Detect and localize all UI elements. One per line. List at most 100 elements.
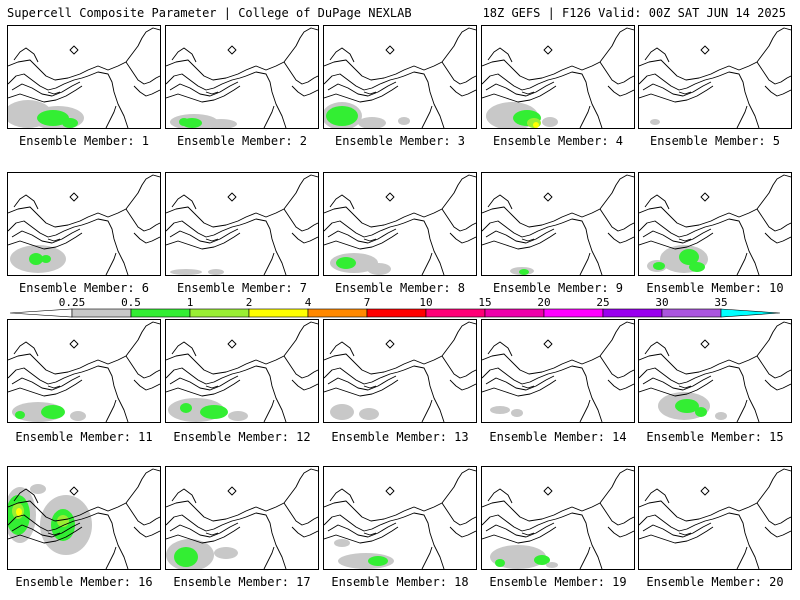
scp-contour-yellow	[533, 122, 539, 128]
map-basemap	[324, 27, 476, 128]
ensemble-member-label: Ensemble Member: 20	[646, 575, 784, 589]
scp-contour-light	[546, 562, 558, 568]
colorbar-swatch	[720, 308, 781, 318]
scp-contour-light	[542, 117, 558, 127]
map-basemap	[482, 27, 634, 128]
colorbar-tick-label: 4	[305, 296, 312, 309]
scp-contour-light	[228, 411, 248, 421]
colorbar-low-arrow	[10, 308, 73, 318]
ensemble-member-15-map	[638, 319, 792, 423]
ensemble-member-6-map	[7, 172, 161, 276]
map-basemap	[639, 174, 791, 275]
map-basemap	[8, 27, 160, 128]
scp-contour-light	[205, 119, 237, 128]
scp-contour-light	[398, 117, 410, 125]
scp-contour-light	[715, 412, 727, 420]
map-basemap	[166, 321, 318, 422]
colorbar-swatch	[366, 308, 427, 318]
scp-contour-light	[334, 539, 350, 547]
map-basemap	[324, 468, 476, 569]
colorbar-tick-label: 1	[187, 296, 194, 309]
ensemble-member-12-map	[165, 319, 319, 423]
ensemble-member-5-map	[638, 25, 792, 129]
scp-contour-green	[179, 118, 189, 126]
scp-contour-yellow	[16, 508, 22, 516]
scp-contour-green	[675, 399, 699, 413]
ensemble-member-20-map	[638, 466, 792, 570]
colorbar-swatch	[484, 308, 545, 318]
map-basemap	[482, 174, 634, 275]
ensemble-member-8-map	[323, 172, 477, 276]
ensemble-member-label: Ensemble Member: 12	[173, 430, 311, 444]
colorbar-tick-label: 2	[246, 296, 253, 309]
scp-contour-green	[180, 403, 192, 413]
scp-contour-green	[368, 556, 388, 566]
colorbar-swatch	[189, 308, 250, 318]
ensemble-member-18-map	[323, 466, 477, 570]
scp-contour-light	[214, 547, 238, 559]
scp-contour-green	[174, 547, 198, 567]
ensemble-member-4-map	[481, 25, 635, 129]
map-basemap	[8, 174, 160, 275]
ensemble-member-label: Ensemble Member: 15	[646, 430, 784, 444]
scp-contour-green	[15, 411, 25, 419]
map-basemap	[324, 174, 476, 275]
map-basemap	[8, 321, 160, 422]
ensemble-member-label: Ensemble Member: 1	[18, 134, 150, 148]
scp-contour-green	[200, 405, 228, 419]
scp-contour-light	[511, 409, 523, 417]
ensemble-member-2-map	[165, 25, 319, 129]
map-basemap	[166, 468, 318, 569]
scp-contour-green	[336, 257, 356, 269]
ensemble-member-7-map	[165, 172, 319, 276]
map-basemap	[639, 27, 791, 128]
ensemble-member-label: Ensemble Member: 9	[492, 281, 624, 295]
map-basemap	[166, 174, 318, 275]
scp-contour-light	[30, 484, 46, 494]
scp-contour-green	[653, 262, 665, 270]
ensemble-member-label: Ensemble Member: 14	[489, 430, 627, 444]
scp-contour-light	[208, 269, 224, 275]
ensemble-member-label: Ensemble Member: 4	[492, 134, 624, 148]
scp-contour-green	[495, 559, 505, 567]
scp-contour-green	[37, 110, 69, 126]
scp-contour-green	[679, 249, 699, 265]
ensemble-member-label: Ensemble Member: 13	[331, 430, 469, 444]
colorbar-tick-label: 0.5	[121, 296, 141, 309]
ensemble-member-label: Ensemble Member: 7	[176, 281, 308, 295]
scp-contour-light	[490, 406, 510, 414]
scp-contour-green	[29, 253, 43, 265]
colorbar-tick-label: 7	[364, 296, 371, 309]
scp-contour-green	[695, 407, 707, 417]
ensemble-member-label: Ensemble Member: 8	[334, 281, 466, 295]
scp-contour-green	[519, 269, 529, 275]
map-basemap	[8, 468, 160, 569]
scp-contour-light	[70, 411, 86, 421]
ensemble-member-label: Ensemble Member: 19	[489, 575, 627, 589]
map-basemap	[482, 321, 634, 422]
colorbar-swatch	[425, 308, 486, 318]
map-basemap	[639, 321, 791, 422]
ensemble-member-16-map	[7, 466, 161, 570]
ensemble-member-1-map	[7, 25, 161, 129]
colorbar-swatch	[543, 308, 604, 318]
ensemble-member-14-map	[481, 319, 635, 423]
ensemble-member-3-map	[323, 25, 477, 129]
scp-contour-green	[534, 555, 550, 565]
map-basemap	[482, 468, 634, 569]
scp-contour-light	[330, 404, 354, 420]
colorbar-tick-label: 20	[537, 296, 550, 309]
scp-contour-green	[689, 262, 705, 272]
ensemble-member-label: Ensemble Member: 16	[15, 575, 153, 589]
scp-contour-green	[41, 405, 65, 419]
map-basemap	[639, 468, 791, 569]
colorbar-tick-label: 0.25	[59, 296, 86, 309]
colorbar-tick-label: 35	[714, 296, 727, 309]
ensemble-member-label: Ensemble Member: 2	[176, 134, 308, 148]
ensemble-member-label: Ensemble Member: 3	[334, 134, 466, 148]
ensemble-member-19-map	[481, 466, 635, 570]
map-basemap	[324, 321, 476, 422]
colorbar-swatch	[71, 308, 132, 318]
ensemble-member-label: Ensemble Member: 6	[18, 281, 150, 295]
ensemble-member-label: Ensemble Member: 11	[15, 430, 153, 444]
